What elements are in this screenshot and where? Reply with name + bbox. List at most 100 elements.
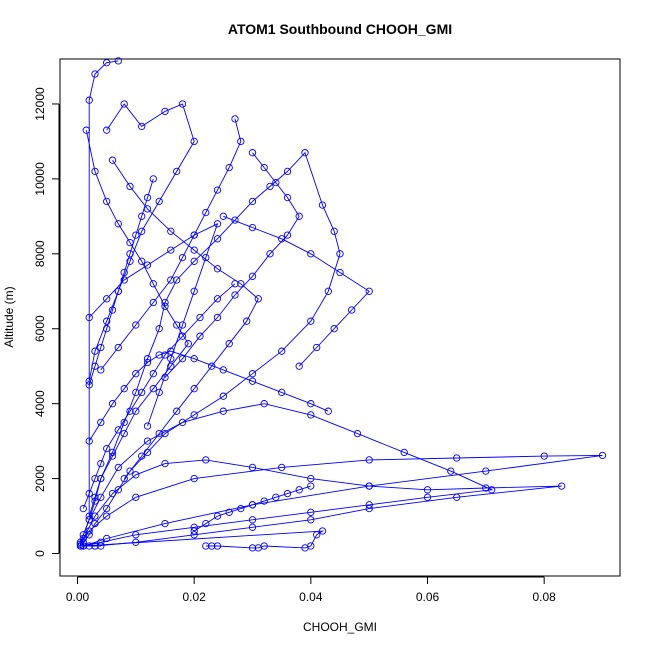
data-point xyxy=(114,220,122,228)
data-point xyxy=(120,418,128,427)
data-point xyxy=(167,355,175,363)
series-line xyxy=(82,459,562,547)
data-point xyxy=(138,227,146,235)
data-point xyxy=(283,231,292,239)
data-point xyxy=(91,512,99,520)
data-point xyxy=(120,100,128,108)
data-point xyxy=(283,167,292,176)
y-axis-label: Altitude (m) xyxy=(2,286,16,347)
y-tick-label: 8000 xyxy=(33,240,47,267)
data-point xyxy=(237,280,245,288)
data-point xyxy=(248,463,257,472)
data-point xyxy=(313,343,321,352)
data-point xyxy=(278,347,286,355)
data-point xyxy=(138,452,146,460)
data-point xyxy=(161,459,169,468)
series-7 xyxy=(108,156,262,483)
data-point xyxy=(97,418,105,427)
data-point xyxy=(161,107,169,116)
series-line xyxy=(88,350,329,442)
data-point xyxy=(225,163,233,172)
data-point xyxy=(173,407,181,415)
data-point xyxy=(423,486,432,494)
data-point xyxy=(103,504,111,513)
series-line xyxy=(88,178,154,386)
data-point xyxy=(190,287,198,295)
data-point xyxy=(155,388,163,397)
series-line xyxy=(82,283,236,509)
data-point xyxy=(190,231,198,239)
data-point xyxy=(97,474,105,483)
data-point xyxy=(190,137,198,146)
data-point xyxy=(97,366,105,374)
data-point xyxy=(173,276,181,284)
data-point xyxy=(307,508,315,516)
data-point xyxy=(173,167,181,176)
data-point xyxy=(79,542,87,550)
data-point xyxy=(103,295,111,303)
data-point xyxy=(278,463,286,472)
data-point xyxy=(167,362,175,370)
series-line xyxy=(79,403,494,547)
data-point xyxy=(108,306,117,314)
data-point xyxy=(237,504,245,513)
data-point xyxy=(482,484,490,492)
data-point xyxy=(132,493,140,501)
data-point xyxy=(260,163,268,172)
series-14 xyxy=(79,527,327,552)
data-point xyxy=(213,265,222,273)
data-point xyxy=(231,115,239,123)
data-point xyxy=(114,57,122,65)
data-point xyxy=(219,366,227,374)
data-point xyxy=(272,493,280,501)
data-point xyxy=(155,351,163,359)
data-point xyxy=(155,429,163,438)
data-point xyxy=(307,400,315,408)
data-point xyxy=(91,493,99,501)
data-point xyxy=(248,272,257,280)
data-point xyxy=(353,429,362,438)
data-point xyxy=(248,197,257,206)
data-layer xyxy=(76,57,607,552)
series-9 xyxy=(97,115,245,374)
data-point xyxy=(114,343,122,352)
series-4 xyxy=(79,456,566,550)
data-point xyxy=(307,411,315,419)
data-point xyxy=(132,388,140,397)
data-point xyxy=(149,175,157,183)
data-point xyxy=(213,186,222,194)
data-point xyxy=(167,246,175,254)
data-point xyxy=(248,501,257,509)
x-axis: 0.00 0.02 0.04 0.06 0.08 xyxy=(66,576,556,604)
data-point xyxy=(97,542,105,550)
data-point xyxy=(85,512,93,520)
series-line xyxy=(112,159,259,479)
series-10 xyxy=(161,149,303,382)
y-tick-label: 4000 xyxy=(33,390,47,417)
data-point xyxy=(266,250,274,258)
data-point xyxy=(213,313,222,322)
data-point xyxy=(114,463,122,472)
data-point xyxy=(91,362,99,370)
data-point xyxy=(161,519,169,528)
data-point xyxy=(190,355,198,363)
data-point xyxy=(190,246,198,254)
series-8 xyxy=(85,347,332,445)
data-point xyxy=(138,122,146,131)
data-point xyxy=(365,287,373,295)
data-point xyxy=(213,295,222,303)
data-point xyxy=(202,519,210,528)
data-point xyxy=(132,407,140,415)
data-point xyxy=(453,454,461,462)
series-16 xyxy=(219,212,373,370)
data-point xyxy=(91,70,99,78)
series-11 xyxy=(85,220,222,430)
data-point xyxy=(213,220,222,228)
data-point xyxy=(219,392,227,400)
data-point xyxy=(149,385,157,393)
data-point xyxy=(225,340,233,348)
data-point xyxy=(225,508,233,516)
data-point xyxy=(213,542,222,550)
data-point xyxy=(184,340,192,348)
data-point xyxy=(266,182,274,191)
